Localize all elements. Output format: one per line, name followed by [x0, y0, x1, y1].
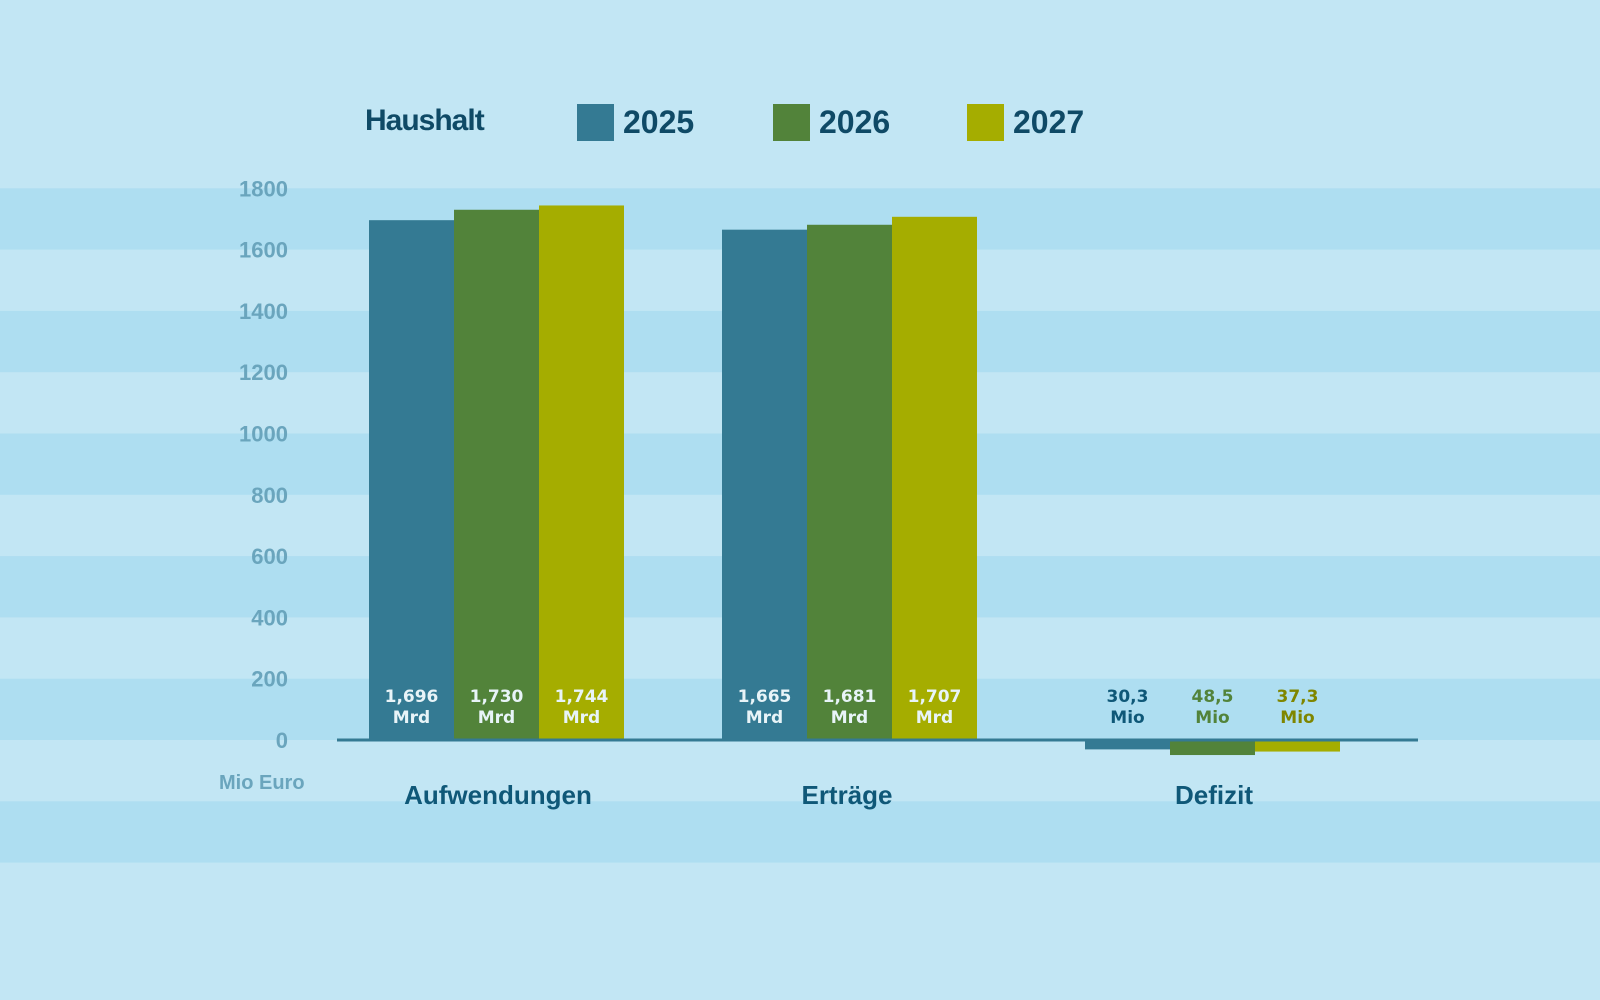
y-tick-label: 400	[251, 605, 288, 630]
y-tick-label: 1600	[239, 238, 288, 263]
bar-2025-erträge	[722, 229, 807, 741]
y-tick-label: 1800	[239, 176, 288, 201]
legend-item-2027: 2027	[967, 104, 1084, 141]
y-tick-label: 1200	[239, 360, 288, 385]
y-tick-label: 1400	[239, 299, 288, 324]
bar-2026-erträge	[807, 224, 892, 740]
bar-2027-aufwendungen	[539, 205, 624, 741]
legend-swatch	[773, 104, 810, 141]
data-label: 30,3 Mio	[1107, 687, 1149, 728]
data-label: 1,696 Mrd	[385, 687, 439, 728]
y-tick-label: 1000	[239, 422, 288, 447]
legend-label: 2025	[623, 104, 695, 140]
bar-2027-defizit	[1255, 740, 1340, 752]
legend-label: 2027	[1013, 104, 1085, 140]
data-label: 48,5 Mio	[1192, 687, 1234, 728]
grid-band	[0, 801, 1600, 863]
data-label: 1,681 Mrd	[823, 687, 877, 728]
bar-2026-defizit	[1170, 740, 1255, 756]
category-label: Erträge	[801, 780, 893, 810]
bar-2025-defizit	[1085, 740, 1170, 750]
bar-2027-erträge	[892, 216, 977, 740]
data-label: 37,3 Mio	[1277, 687, 1319, 728]
legend-label: 2026	[819, 104, 891, 140]
legend-item-2026: 2026	[773, 104, 890, 141]
data-label: 1,730 Mrd	[470, 687, 524, 728]
chart-title: Haushalt	[365, 104, 485, 137]
legend-swatch	[577, 104, 614, 141]
category-label: Defizit	[1175, 780, 1253, 810]
data-label: 1,744 Mrd	[555, 687, 609, 728]
bar-2025-aufwendungen	[369, 220, 454, 740]
data-label: 1,707 Mrd	[908, 687, 962, 728]
bar-2026-aufwendungen	[454, 209, 539, 740]
y-axis-unit: Mio Euro	[219, 772, 305, 794]
y-tick-label: 0	[276, 728, 288, 753]
y-tick-label: 200	[251, 667, 288, 692]
legend-swatch	[967, 104, 1004, 141]
y-tick-label: 600	[251, 544, 288, 569]
category-label: Aufwendungen	[404, 780, 592, 810]
data-label: 1,665 Mrd	[738, 687, 792, 728]
y-tick-label: 800	[251, 483, 288, 508]
legend-item-2025: 2025	[577, 104, 694, 141]
